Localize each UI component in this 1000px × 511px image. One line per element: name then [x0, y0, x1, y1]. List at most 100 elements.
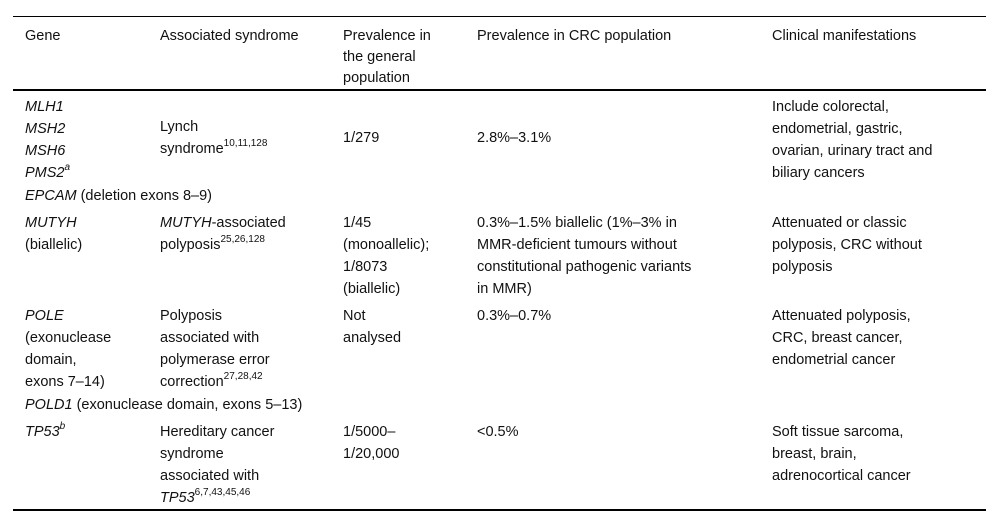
table-row-tp53: TP53b Hereditary cancer syndrome associa…: [13, 416, 986, 510]
column-header-prevalence-crc: Prevalence in CRC population: [477, 16, 772, 91]
prevalence-line: (biallelic): [343, 281, 401, 297]
clinical-line: polyposis: [772, 259, 833, 275]
gene-note-line: exons 7–14): [25, 374, 105, 390]
clinical-line: endometrial cancer: [772, 352, 896, 368]
gene-name: TP53b: [25, 421, 66, 440]
reference-numbers: 25,26,128: [220, 234, 265, 246]
cell-gene-span: POLD1 (exonuclease domain, exons 5–13): [13, 393, 986, 416]
prevalence-line: 1/45: [343, 215, 372, 231]
cell-prevalence-crc: 0.3%–0.7%: [477, 300, 772, 393]
header-label: Gene: [25, 28, 61, 44]
cell-clinical: Attenuated or classic polyposis, CRC wit…: [772, 207, 986, 300]
header-label: Clinical manifestations: [772, 28, 917, 44]
cell-prevalence-general: Not analysed: [343, 300, 477, 393]
prevalence-line: (monoallelic);: [343, 237, 430, 253]
gene-note: (deletion exons 8–9): [76, 188, 212, 204]
clinical-line: Soft tissue sarcoma,: [772, 424, 904, 440]
cell-prevalence-crc: <0.5%: [477, 416, 772, 510]
syndrome-line: associated with: [160, 330, 260, 346]
table-row-mutyh: MUTYH (biallelic) MUTYH-associated polyp…: [13, 207, 986, 300]
prevalence-line: Not: [343, 308, 366, 324]
gene-note-line: (exonuclease: [25, 330, 112, 346]
header-label: Prevalence in CRC population: [477, 28, 672, 44]
header-label-line: population: [343, 70, 410, 86]
header-row: Gene Associated syndrome Prevalence in t…: [13, 16, 986, 91]
header-label: Associated syndrome: [160, 28, 299, 44]
gene-note: (exonuclease domain, exons 5–13): [72, 397, 303, 413]
prevalence-line: 1/5000–: [343, 424, 396, 440]
cell-gene: MUTYH (biallelic): [13, 207, 160, 300]
reference-numbers: 27,28,42: [223, 371, 263, 383]
clinical-line: ovarian, urinary tract and: [772, 143, 933, 159]
gene-name: MSH6: [25, 143, 66, 159]
clinical-line: polyposis, CRC without: [772, 237, 922, 253]
cell-prevalence-general: 1/279: [343, 90, 477, 184]
syndrome-line: MUTYH-associated: [160, 215, 286, 231]
gene-name: POLD1 (exonuclease domain, exons 5–13): [25, 397, 303, 413]
footnote-marker: a: [64, 162, 71, 174]
cell-gene: POLE (exonuclease domain, exons 7–14): [13, 300, 160, 393]
syndrome-line: associated with: [160, 468, 260, 484]
prevalence-value: 2.8%–3.1%: [477, 129, 552, 146]
gene-name: MLH1: [25, 99, 64, 115]
reference-numbers: 6,7,43,45,46: [194, 487, 251, 499]
column-header-gene: Gene: [13, 16, 160, 91]
cell-gene: TP53b: [13, 416, 160, 510]
clinical-line: CRC, breast cancer,: [772, 330, 903, 346]
prevalence-line: 1/8073: [343, 259, 388, 275]
clinical-line: biliary cancers: [772, 165, 865, 181]
clinical-line: endometrial, gastric,: [772, 121, 903, 137]
prevalence-line: 1/20,000: [343, 446, 400, 462]
prevalence-value: <0.5%: [477, 424, 519, 440]
cell-prevalence-crc: 2.8%–3.1%: [477, 90, 772, 184]
reference-numbers: 10,11,128: [223, 137, 268, 149]
cell-clinical: Attenuated polyposis, CRC, breast cancer…: [772, 300, 986, 393]
clinical-line: adrenocortical cancer: [772, 468, 911, 484]
column-header-prevalence-general: Prevalence in the general population: [343, 16, 477, 91]
header-label-line: Prevalence in: [343, 28, 431, 44]
prevalence-line: constitutional pathogenic variants: [477, 259, 692, 275]
prevalence-line: 0.3%–1.5% biallelic (1%–3% in: [477, 215, 677, 231]
syndrome-line: polymerase error: [160, 352, 270, 368]
syndrome-line: syndrome10,11,128: [160, 137, 268, 157]
table-row-lynch: MLH1 MSH2 MSH6 PMS2a Lynch syndrome10,11…: [13, 90, 986, 184]
cell-clinical: Include colorectal, endometrial, gastric…: [772, 90, 986, 184]
cell-gene: MLH1 MSH2 MSH6 PMS2a: [13, 90, 160, 184]
cell-gene-span: EPCAM (deletion exons 8–9): [13, 184, 986, 207]
column-header-clinical-manifestations: Clinical manifestations: [772, 16, 986, 91]
crc-gene-table: Gene Associated syndrome Prevalence in t…: [13, 16, 986, 511]
table-row-epcam: EPCAM (deletion exons 8–9): [13, 184, 986, 207]
cell-syndrome: Hereditary cancer syndrome associated wi…: [160, 416, 343, 510]
gene-note-line: domain,: [25, 352, 77, 368]
clinical-line: breast, brain,: [772, 446, 857, 462]
syndrome-line: syndrome: [160, 446, 224, 462]
cell-clinical: Soft tissue sarcoma, breast, brain, adre…: [772, 416, 986, 510]
gene-note: (biallelic): [25, 237, 83, 253]
prevalence-value: 0.3%–0.7%: [477, 308, 552, 324]
cell-prevalence-general: 1/5000– 1/20,000: [343, 416, 477, 510]
clinical-line: Attenuated polyposis,: [772, 308, 911, 324]
prevalence-value: 1/279: [343, 129, 380, 146]
syndrome-line: Lynch: [160, 118, 199, 135]
table-row-pole: POLE (exonuclease domain, exons 7–14) Po…: [13, 300, 986, 393]
column-header-associated-syndrome: Associated syndrome: [160, 16, 343, 91]
footnote-marker: b: [59, 421, 66, 433]
gene-name: MUTYH: [25, 215, 77, 231]
syndrome-line: correction27,28,42: [160, 371, 263, 390]
prevalence-line: MMR-deficient tumours without: [477, 237, 677, 253]
syndrome-line: Hereditary cancer: [160, 424, 275, 440]
syndrome-line: Polyposis: [160, 308, 223, 324]
gene-name: MSH2: [25, 121, 66, 137]
cell-prevalence-crc: 0.3%–1.5% biallelic (1%–3% in MMR-defici…: [477, 207, 772, 300]
cell-prevalence-general: 1/45 (monoallelic); 1/8073 (biallelic): [343, 207, 477, 300]
gene-name: PMS2a: [25, 162, 71, 181]
clinical-line: Include colorectal,: [772, 99, 889, 115]
prevalence-line: analysed: [343, 330, 402, 346]
clinical-line: Attenuated or classic: [772, 215, 907, 231]
syndrome-line: polyposis25,26,128: [160, 234, 265, 253]
table-row-pold1: POLD1 (exonuclease domain, exons 5–13): [13, 393, 986, 416]
cell-syndrome: Polyposis associated with polymerase err…: [160, 300, 343, 393]
gene-name: EPCAM (deletion exons 8–9): [25, 188, 212, 204]
prevalence-line: in MMR): [477, 281, 532, 297]
